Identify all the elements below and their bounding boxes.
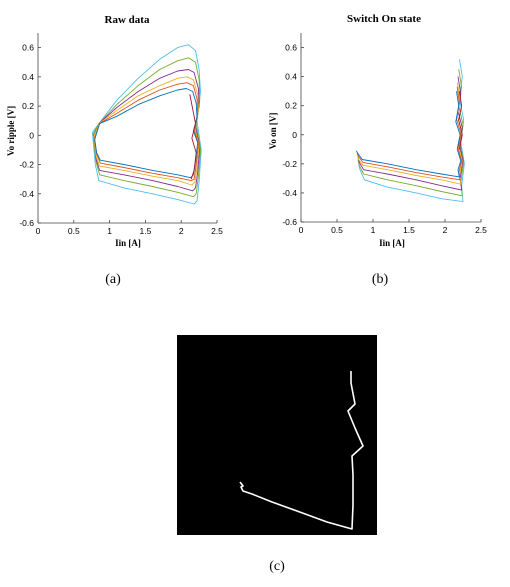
- series-line-3: [357, 76, 464, 191]
- series-line-1: [358, 59, 465, 203]
- caption-a: (a): [105, 272, 121, 287]
- x-tick-label: 1.5: [139, 226, 151, 236]
- panel-a-ylabel: Vo ripple [V]: [6, 106, 16, 156]
- panel-b-series: [356, 59, 465, 203]
- y-tick-label: 0: [292, 130, 297, 140]
- x-tick-label: 2.5: [475, 225, 487, 235]
- series-line-1: [91, 44, 202, 205]
- y-tick-label: 0: [29, 130, 34, 140]
- series-line-7: [189, 94, 197, 180]
- series-line-2: [357, 69, 465, 197]
- y-tick-label: -0.6: [282, 217, 297, 227]
- y-tick-label: 0.2: [285, 101, 297, 111]
- x-tick-label: 0: [36, 226, 41, 236]
- x-tick-label: 0.5: [331, 225, 343, 235]
- panel-b-ylabel: Vo on [V]: [268, 113, 278, 150]
- panel-a-tick-labels: 0 0.5 1 1.5 2 2.5 -0.6 -0.4 -0.2 0 0.2 0.4 0.6: [19, 43, 223, 236]
- series-line-5: [356, 86, 463, 181]
- y-tick-label: -0.4: [282, 188, 297, 198]
- x-tick-label: 2: [179, 226, 184, 236]
- y-tick-label: -0.2: [19, 160, 34, 170]
- panel-b-axes: [300, 33, 482, 223]
- y-tick-label: 0.2: [22, 101, 34, 111]
- series-line-7: [458, 91, 463, 150]
- x-tick-label: 0.5: [68, 226, 80, 236]
- series-line-6: [94, 88, 199, 179]
- x-tick-label: 2: [443, 225, 448, 235]
- panel-b-xlabel: Iin [A]: [379, 238, 405, 248]
- x-tick-label: 2.5: [211, 226, 223, 236]
- y-tick-label: 0.4: [22, 72, 34, 82]
- panel-a-xlabel: Iin [A]: [115, 238, 141, 248]
- panel-a-series: [91, 44, 202, 205]
- y-tick-label: -0.4: [19, 189, 34, 199]
- panel-c-black-background: [177, 335, 377, 535]
- panel-b-switch-on-state-chart: Switch On state 0 0.5 1 1.5 2 2.5 -0.6 -0.4 -0.2…: [268, 13, 487, 287]
- panel-c-series: [239, 371, 364, 530]
- panel-a-raw-data-chart: Raw data 0 0.5 1 1.5 2 2.5 -0.6 -0.4 -0.2 0 0.2 0.4…: [6, 14, 223, 287]
- y-tick-label: 0.4: [285, 72, 297, 82]
- series-line-3: [93, 69, 201, 192]
- panel-b-title: Switch On state: [347, 13, 421, 25]
- series-line-6: [356, 91, 462, 178]
- panel-b-tick-labels: 0 0.5 1 1.5 2 2.5 -0.6 -0.4 -0.2 0 0.2 0.4 0.6: [282, 43, 487, 235]
- caption-b: (b): [372, 272, 389, 287]
- y-tick-label: -0.6: [19, 218, 34, 228]
- y-tick-label: 0.6: [22, 43, 34, 53]
- series-line-4: [356, 82, 463, 185]
- y-tick-label: -0.2: [282, 159, 297, 169]
- x-tick-label: 1: [107, 226, 112, 236]
- y-tick-label: 0.6: [285, 43, 297, 53]
- x-tick-label: 0: [299, 225, 304, 235]
- panel-a-title: Raw data: [105, 14, 150, 26]
- x-tick-label: 1: [371, 225, 376, 235]
- x-tick-label: 1.5: [403, 225, 415, 235]
- series-line-2: [92, 57, 201, 198]
- caption-c: (c): [269, 559, 285, 574]
- panel-c-binary-image: (c): [177, 335, 377, 574]
- series-line-5: [94, 82, 199, 182]
- trace-line-1: [239, 371, 364, 530]
- panel-a-axes: [37, 33, 218, 224]
